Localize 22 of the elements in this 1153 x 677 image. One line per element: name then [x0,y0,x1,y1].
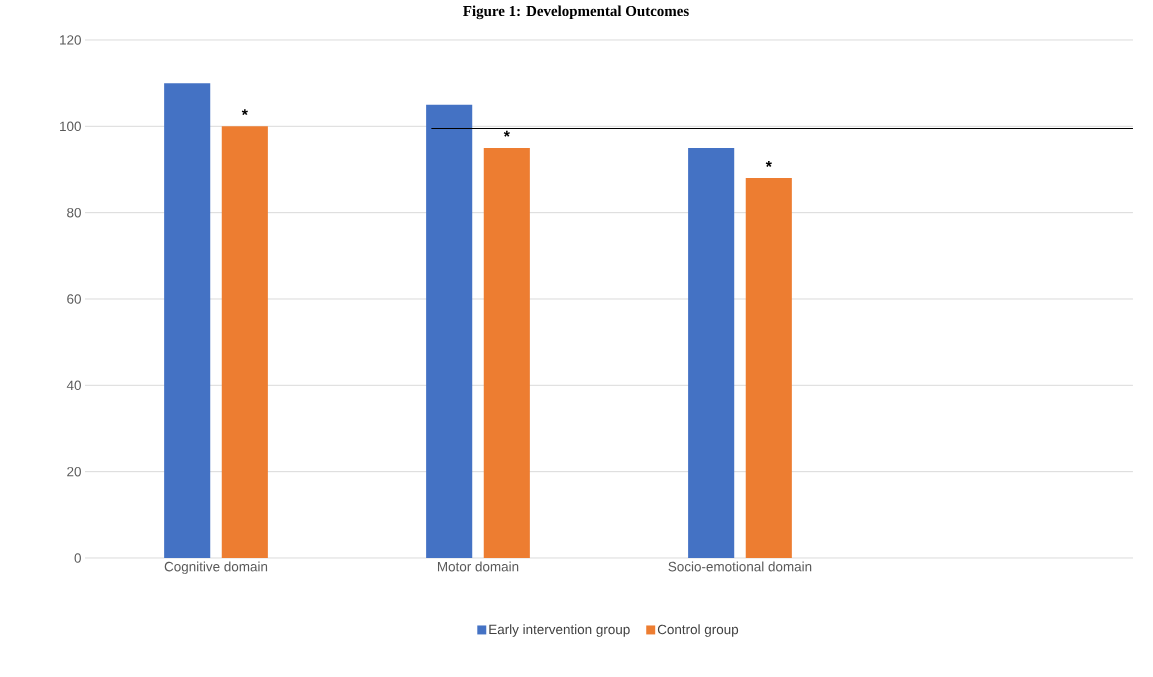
y-tick-label: 120 [60,35,81,45]
y-tick-label: 0 [74,553,81,563]
y-tick-label: 100 [60,121,81,132]
bar [688,147,735,558]
bar [483,147,530,558]
x-tick-label: Cognitive domain [164,561,268,575]
legend-label: Control group [657,624,739,637]
bar [164,83,211,558]
x-tick-label: Socio-emotional domain [668,561,812,572]
x-tick-label: Motor domain [437,561,519,572]
y-tick-label: 80 [67,207,81,218]
annotation: * [503,130,510,137]
y-tick-label: 40 [66,380,81,391]
bar [426,104,473,558]
chart-title: Figure 1: Developmental Outcomes [463,5,689,20]
bar [745,178,792,558]
y-tick-label: 20 [67,466,81,477]
legend-label: Early intervention group [489,624,630,637]
bar [221,126,268,558]
annotation: * [241,109,248,116]
annotation: * [765,160,772,167]
y-tick-label: 60 [67,294,81,304]
